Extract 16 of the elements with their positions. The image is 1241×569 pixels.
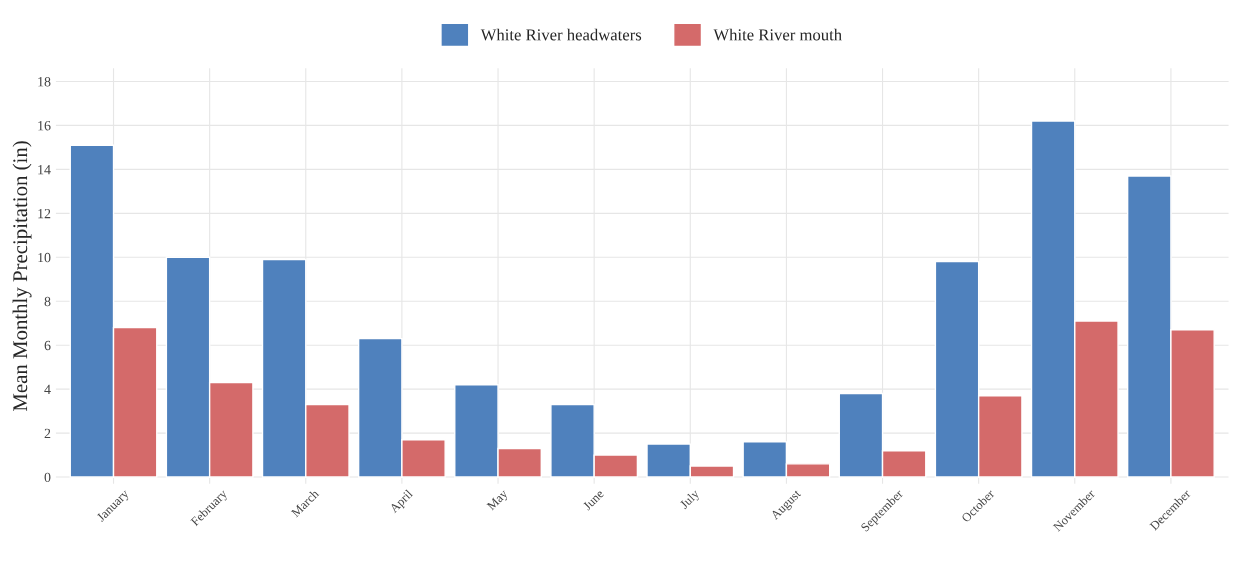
y-tick-label: 12 (38, 208, 51, 219)
x-tick-label: May (486, 488, 511, 513)
x-tick-label: July (679, 488, 702, 512)
y-tick-label: 6 (44, 340, 51, 351)
y-tick-label: 16 (38, 121, 51, 131)
y-tick-label: 18 (38, 77, 51, 87)
y-tick-label: 0 (44, 472, 51, 483)
y-tick-label: 8 (44, 296, 51, 307)
legend-label: White River headwaters (480, 28, 642, 41)
legend-label: White River mouth (713, 28, 842, 41)
y-tick-label: 10 (38, 252, 51, 263)
x-tick-label: June (582, 489, 605, 511)
y-axis-title: Mean Monthly Precipitation (in) (12, 141, 32, 412)
y-tick-label: 4 (44, 384, 51, 394)
y-tick-label: 2 (44, 428, 51, 438)
y-tick-label: 14 (38, 165, 51, 175)
